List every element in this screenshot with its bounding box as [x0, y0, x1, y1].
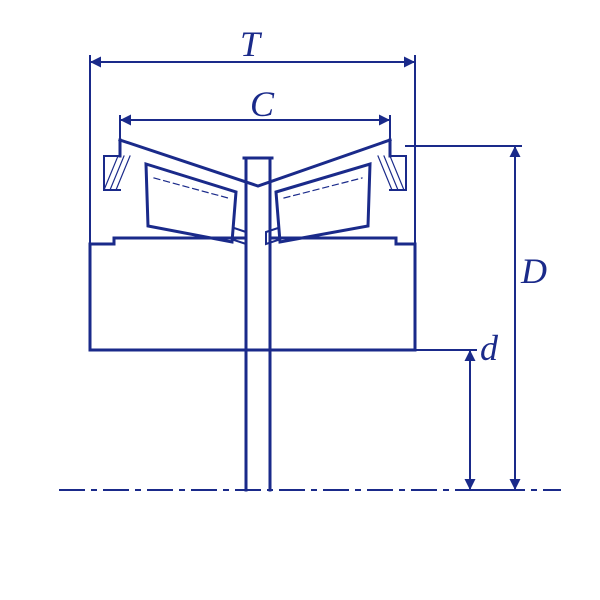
- dim-label-d: d: [480, 327, 498, 369]
- dim-label-T: T: [240, 23, 260, 65]
- bearing-section-diagram: [0, 0, 600, 600]
- dim-label-C: C: [250, 83, 274, 125]
- dim-label-D: D: [521, 250, 547, 292]
